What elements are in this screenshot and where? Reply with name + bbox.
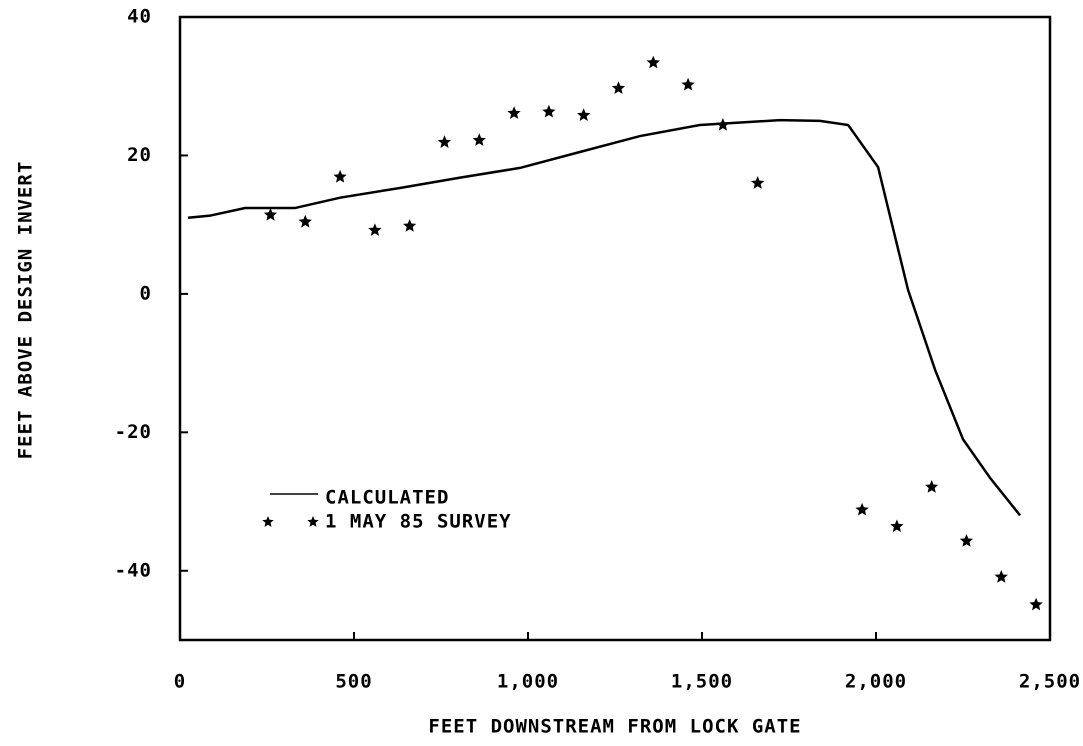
y-tick-label: -20 [115, 421, 152, 443]
y-tick-label: 40 [127, 6, 152, 28]
legend-marker [307, 516, 319, 527]
survey-point [333, 169, 347, 183]
survey-point [577, 108, 591, 121]
x-tick-label: 2,000 [845, 671, 907, 693]
survey-point [925, 480, 939, 493]
survey-point [611, 81, 626, 94]
survey-point [368, 223, 382, 236]
survey-point [890, 519, 904, 533]
y-tick-label: -40 [115, 559, 152, 581]
plot-frame [178, 15, 1052, 642]
x-tick-label: 2,500 [1019, 671, 1081, 693]
legend-label: 1 MAY 85 SURVEY [325, 511, 512, 533]
x-tick-label: 0 [174, 671, 186, 693]
survey-point [542, 104, 556, 118]
x-tick-label: 1,500 [671, 671, 733, 693]
survey-point [437, 135, 452, 148]
legend-marker [262, 516, 274, 527]
survey-point [507, 106, 521, 119]
y-tick-label: 0 [140, 282, 152, 304]
x-axis-label: FEET DOWNSTREAM FROM LOCK GATE [428, 716, 801, 738]
survey-point [855, 502, 869, 516]
survey-point [298, 214, 312, 228]
x-tick-label: 500 [335, 671, 372, 693]
survey-point [751, 176, 765, 189]
survey-point [263, 208, 278, 221]
survey-point [994, 570, 1008, 583]
survey-point [403, 219, 417, 232]
calculated-line [187, 118, 1022, 517]
y-axis-label: FEET ABOVE DESIGN INVERT [15, 161, 37, 460]
survey-point [472, 133, 486, 146]
survey-point [1029, 597, 1043, 611]
survey-point [681, 77, 695, 91]
survey-point [959, 534, 974, 547]
survey-point [716, 118, 730, 131]
survey-point [646, 55, 660, 69]
x-tick-label: 1,000 [497, 671, 559, 693]
y-tick-label: 20 [127, 144, 152, 166]
legend-label: CALCULATED [325, 487, 449, 509]
